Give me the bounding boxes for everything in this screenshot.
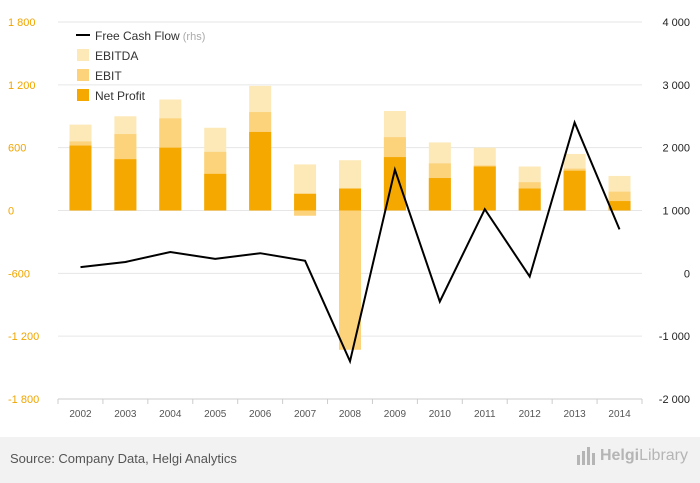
bar-net-profit: [428, 178, 451, 211]
legend-label: EBIT: [95, 69, 122, 83]
x-tick-label: 2003: [114, 409, 137, 420]
bar-net-profit: [518, 188, 541, 211]
x-tick-label: 2014: [608, 409, 631, 420]
y-right-tick-label: 2 000: [662, 143, 690, 155]
legend-label-text: EBITDA: [95, 49, 138, 63]
bar-net-profit: [114, 159, 137, 211]
y-right-tick-label: -1 000: [659, 331, 690, 343]
bar-net-profit: [339, 188, 361, 211]
legend-square-marker: [77, 49, 89, 61]
line-free-cash-flow: [80, 119, 621, 365]
brand-logo: HelgiLibrary: [576, 447, 688, 465]
y-left-tick-label: -600: [8, 268, 30, 280]
legend-label-text: Free Cash Flow: [95, 29, 180, 43]
chart: 1 800 1 200 600 0 -600 -1 200 -1 800 4 000 3 000…: [8, 17, 690, 420]
y-left-tick-label: 600: [8, 143, 26, 155]
y-left-tick-label: 0: [8, 206, 14, 218]
footer: Source: Company Data, Helgi Analytics He…: [0, 437, 700, 483]
legend-square-marker: [77, 89, 89, 101]
x-tick-label: 2008: [339, 409, 362, 420]
bar-net-profit: [249, 131, 272, 211]
y-right-tick-label: -2 000: [659, 394, 690, 406]
y-left-tick-label: -1 800: [8, 394, 39, 406]
bar-net-profit: [159, 147, 182, 211]
bar-net-profit: [473, 166, 496, 211]
bar-net-profit: [294, 193, 317, 211]
legend-label-suffix: (rhs): [180, 31, 206, 43]
x-tick-label: 2013: [563, 409, 586, 420]
y-right-tick-label: 0: [684, 268, 690, 280]
brand-name-part2: Library: [639, 447, 688, 464]
legend-label: Free Cash Flow (rhs): [95, 29, 205, 43]
x-tick-label: 2004: [159, 409, 182, 420]
legend-label: EBITDA: [95, 49, 138, 63]
y-left-tick-label: 1 200: [8, 80, 36, 92]
legend-label-text: Net Profit: [95, 89, 146, 103]
bars-logo-icon: [576, 447, 595, 465]
y-right-tick-label: 4 000: [662, 17, 690, 29]
bar-net-profit: [69, 145, 92, 211]
x-tick-label: 2010: [429, 409, 452, 420]
x-tick-label: 2002: [69, 409, 92, 420]
brand-name-part1: Helgi: [599, 447, 640, 464]
x-tick-label: 2009: [384, 409, 407, 420]
bar-ebit: [294, 210, 317, 216]
x-tick-label: 2007: [294, 409, 317, 420]
y-left-tick-label: 1 800: [8, 17, 36, 29]
y-right-tick-label: 3 000: [662, 80, 690, 92]
legend-label-text: EBIT: [95, 69, 122, 83]
y-right-tick-label: 1 000: [662, 206, 690, 218]
bar-net-profit: [563, 170, 586, 211]
legend-label: Net Profit: [95, 89, 146, 103]
bar-net-profit: [608, 201, 631, 211]
source-note: Source: Company Data, Helgi Analytics: [10, 451, 237, 466]
x-tick-label: 2012: [519, 409, 542, 420]
x-tick-label: 2006: [249, 409, 272, 420]
bar-net-profit: [204, 173, 227, 211]
legend-square-marker: [77, 69, 89, 81]
bar-ebit: [339, 210, 361, 350]
x-tick-label: 2005: [204, 409, 227, 420]
x-tick-label: 2011: [474, 409, 496, 420]
y-left-tick-label: -1 200: [8, 331, 39, 343]
